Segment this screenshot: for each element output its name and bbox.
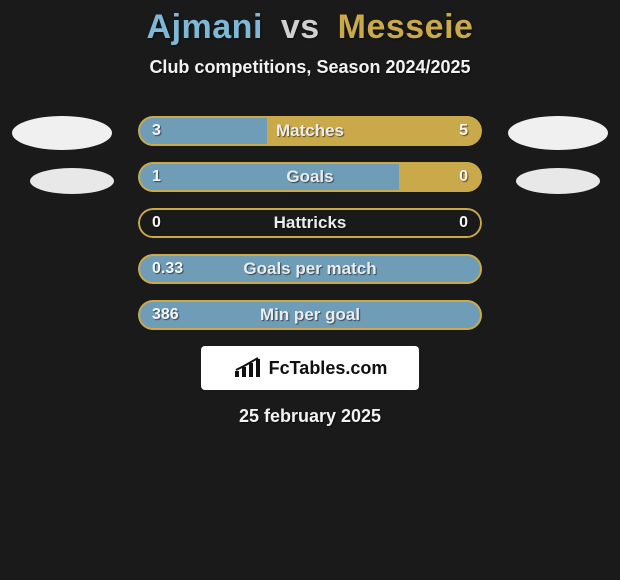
stat-row: 10Goals [138,162,482,192]
stat-row: 00Hattricks [138,208,482,238]
team1-crest-alt [30,168,114,194]
stat-label: Goals per match [138,254,482,284]
stat-row: 0.33Goals per match [138,254,482,284]
page-title: Ajmani vs Messeie [0,0,620,47]
team2-crest [508,116,608,150]
comparison-card: Ajmani vs Messeie Club competitions, Sea… [0,0,620,580]
stats-section: 35Matches 10Goals 00Hattricks 0.33Goals per… [0,116,620,330]
source-logo: FcTables.com [201,346,419,390]
team2-crest-alt [516,168,600,194]
stat-bars: 35Matches 10Goals 00Hattricks 0.33Goals per… [138,116,482,330]
date-text: 25 february 2025 [0,406,620,427]
chart-icon [233,357,263,379]
subtitle: Club competitions, Season 2024/2025 [0,57,620,78]
stat-label: Min per goal [138,300,482,330]
source-logo-text: FcTables.com [269,358,388,379]
stat-label: Goals [138,162,482,192]
player1-name: Ajmani [147,8,263,46]
stat-row: 35Matches [138,116,482,146]
stat-row: 386Min per goal [138,300,482,330]
team1-crest [12,116,112,150]
player2-name: Messeie [338,8,474,46]
stat-label: Matches [138,116,482,146]
vs-text: vs [281,8,320,46]
stat-label: Hattricks [138,208,482,238]
